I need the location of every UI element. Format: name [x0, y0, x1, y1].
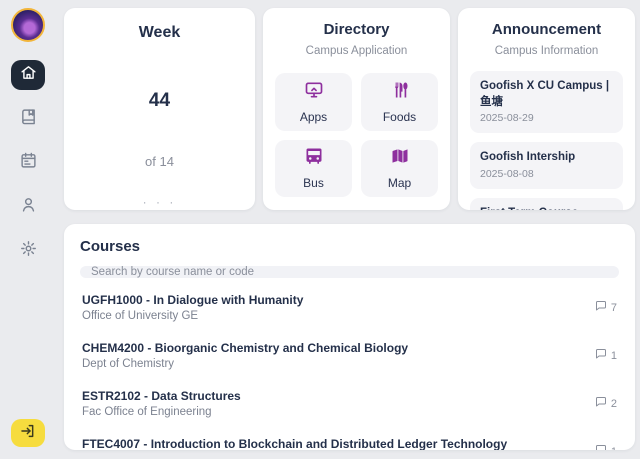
comment-icon [595, 443, 607, 450]
course-row[interactable]: ESTR2102 - Data Structures Fac Office of… [80, 380, 619, 428]
course-department: Dept of Chemistry [82, 358, 175, 370]
main-content: Week 44 of 14 · · · Directory Campus App… [56, 0, 640, 459]
sidebar-item-calendar[interactable] [11, 148, 45, 178]
course-department: Office of University GE [82, 310, 199, 322]
directory-tile-label: Bus [303, 176, 324, 191]
home-icon [20, 64, 37, 86]
comment-count: 2 [610, 397, 617, 410]
book-icon [20, 108, 37, 130]
course-row[interactable]: CHEM4200 - Bioorganic Chemistry and Chem… [80, 332, 619, 380]
directory-title: Directory [323, 21, 390, 38]
course-row[interactable]: UGFH1000 - In Dialogue with Humanity Off… [80, 284, 619, 332]
monitor-icon [304, 80, 324, 105]
calendar-icon [20, 152, 37, 174]
logout-icon [20, 423, 36, 444]
course-title: FTEC4007 - Introduction to Blockchain an… [82, 437, 508, 450]
directory-subtitle: Campus Application [305, 45, 408, 57]
directory-card: Directory Campus Application Apps Foods [263, 8, 450, 210]
announcement-list: Goofish X CU Campus | 鱼塘 2025-08-29 Goof… [470, 71, 623, 210]
announcement-item[interactable]: Goofish X CU Campus | 鱼塘 2025-08-29 [470, 71, 623, 134]
week-current-value: 44 [148, 90, 171, 111]
comment-count-badge: 7 [595, 299, 617, 317]
comment-icon [595, 395, 607, 413]
comment-count: 7 [610, 301, 617, 314]
map-icon [390, 146, 410, 171]
sidebar-item-library[interactable] [11, 104, 45, 134]
comment-count-badge: 2 [595, 395, 617, 413]
utensils-icon [390, 80, 410, 105]
directory-tile-bus[interactable]: Bus [275, 139, 352, 197]
gear-icon [20, 240, 37, 262]
week-of-label: of 14 [145, 154, 174, 169]
directory-tile-apps[interactable]: Apps [275, 73, 352, 131]
course-title: UGFH1000 - In Dialogue with Humanity [82, 293, 304, 307]
sidebar-item-settings[interactable] [11, 236, 45, 266]
announcement-title: Announcement [491, 21, 602, 38]
directory-grid: Apps Foods Bus [275, 73, 438, 197]
announcement-subtitle: Campus Information [494, 45, 599, 57]
course-title: ESTR2102 - Data Structures [82, 389, 241, 403]
week-ellipsis: · · · [142, 195, 177, 209]
directory-tile-map[interactable]: Map [361, 139, 438, 197]
announcement-item-date: 2025-08-29 [480, 112, 534, 125]
week-card-title: Week [138, 24, 181, 41]
logout-button[interactable] [11, 419, 45, 447]
course-title: CHEM4200 - Bioorganic Chemistry and Chem… [82, 341, 409, 355]
directory-tile-label: Apps [299, 109, 328, 124]
comment-icon [595, 299, 607, 317]
profile-avatar[interactable] [11, 8, 45, 42]
week-card: Week 44 of 14 · · · [64, 8, 255, 210]
announcement-item-date: 2025-08-08 [480, 167, 534, 180]
announcement-item-title: Goofish X CU Campus | 鱼塘 [480, 80, 610, 108]
courses-card: Courses UGFH1000 - In Dialogue with Huma… [64, 224, 635, 450]
user-icon [20, 196, 37, 218]
announcement-item[interactable]: First Term Course Registration [470, 197, 623, 210]
sidebar-nav [11, 60, 45, 266]
announcement-item[interactable]: Goofish Intership 2025-08-08 [470, 142, 623, 189]
directory-tile-label: Foods [382, 109, 417, 124]
comment-count: 1 [611, 446, 617, 451]
top-cards-row: Week 44 of 14 · · · Directory Campus App… [64, 8, 635, 210]
course-department: Fac Office of Engineering [82, 406, 212, 418]
comment-count-badge: 1 [595, 443, 617, 451]
comment-count-badge: 1 [595, 347, 617, 365]
comment-icon [595, 347, 607, 365]
announcement-item-title: Goofish Intership [480, 151, 576, 164]
sidebar-item-profile[interactable] [11, 192, 45, 222]
announcement-item-title: First Term Course Registration [480, 206, 613, 210]
directory-tile-label: Map [387, 176, 412, 191]
sidebar [0, 0, 56, 459]
course-list: UGFH1000 - In Dialogue with Humanity Off… [80, 284, 619, 450]
course-row[interactable]: FTEC4007 - Introduction to Blockchain an… [80, 428, 619, 450]
comment-count: 1 [610, 349, 617, 362]
courses-title: Courses [80, 238, 141, 255]
announcement-card: Announcement Campus Information Goofish … [458, 8, 635, 210]
bus-icon [304, 146, 324, 171]
sidebar-item-home[interactable] [11, 60, 45, 90]
directory-tile-foods[interactable]: Foods [361, 73, 438, 131]
course-search-input[interactable] [80, 266, 619, 278]
